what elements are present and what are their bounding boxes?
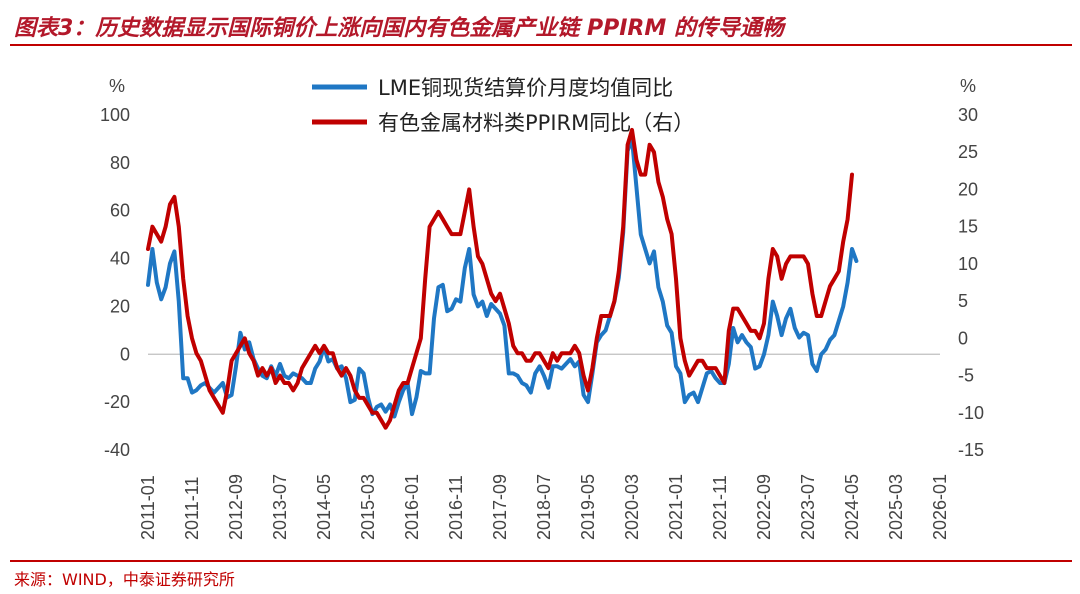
- left-tick-label: 20: [110, 296, 130, 316]
- series-layer: [146, 127, 859, 430]
- legend-label-1: LME铜现货结算价月度均值同比: [378, 76, 673, 100]
- right-tick-label: 0: [958, 328, 968, 348]
- x-tick-label: 2015-03: [358, 474, 378, 540]
- x-tick-label: 2013-07: [270, 474, 290, 540]
- source-rule: [10, 560, 1072, 562]
- left-tick-label: -40: [104, 440, 130, 460]
- right-tick-label: 10: [958, 254, 978, 274]
- axes-layer: % % 100 80 60 40 20 0 -20 -40 30 25 20 15 10 5 0 -5 -10 -15…: [100, 76, 984, 540]
- x-tick-label: 2024-05: [842, 474, 862, 540]
- series-line-1: [146, 136, 859, 419]
- series-line-2: [146, 127, 854, 430]
- x-tick-label: 2017-09: [490, 474, 510, 540]
- right-tick-label: 20: [958, 179, 978, 199]
- left-tick-label: 60: [110, 201, 130, 221]
- right-tick-label: 5: [958, 291, 968, 311]
- x-tick-label: 2019-05: [578, 474, 598, 540]
- left-axis-unit: %: [109, 76, 125, 96]
- left-tick-label: 40: [110, 249, 130, 269]
- right-tick-label: -15: [958, 440, 984, 460]
- x-tick-label: 2021-01: [666, 474, 686, 540]
- x-tick-label: 2016-01: [402, 474, 422, 540]
- title-rule: [10, 44, 1072, 46]
- x-tick-label: 2018-07: [534, 474, 554, 540]
- x-tick-label: 2012-09: [226, 474, 246, 540]
- right-tick-label: 30: [958, 105, 978, 125]
- x-tick-label: 2014-05: [314, 474, 334, 540]
- x-tick-label: 2022-09: [754, 474, 774, 540]
- left-tick-label: 0: [120, 344, 130, 364]
- right-tick-label: -5: [958, 366, 974, 386]
- x-tick-label: 2011-01: [138, 475, 158, 540]
- x-tick-label: 2026-01: [930, 474, 950, 540]
- legend-label-2: 有色金属材料类PPIRM同比（右）: [378, 111, 694, 135]
- right-tick-label: -10: [958, 403, 984, 423]
- x-tick-label: 2011-11: [182, 477, 202, 540]
- left-tick-label: -20: [104, 392, 130, 412]
- left-tick-label: 80: [110, 153, 130, 173]
- right-axis-unit: %: [960, 76, 976, 96]
- left-tick-label: 100: [100, 105, 130, 125]
- x-tick-label: 2021-11: [710, 475, 730, 540]
- right-tick-label: 15: [958, 217, 978, 237]
- x-tick-label: 2016-11: [446, 475, 466, 540]
- x-tick-label: 2025-03: [886, 474, 906, 540]
- chart-title: 图表3：历史数据显示国际铜价上涨向国内有色金属产业链 PPIRM 的传导通畅: [14, 16, 784, 41]
- x-tick-label: 2023-07: [798, 474, 818, 540]
- right-tick-label: 25: [958, 142, 978, 162]
- source-note: 来源：WIND，中泰证券研究所: [14, 570, 235, 589]
- x-tick-label: 2020-03: [622, 474, 642, 540]
